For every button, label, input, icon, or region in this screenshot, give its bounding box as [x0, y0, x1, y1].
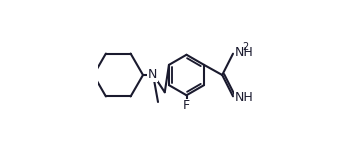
Text: NH: NH — [235, 91, 253, 104]
Text: N: N — [148, 69, 157, 81]
Text: NH: NH — [235, 46, 253, 59]
Text: F: F — [183, 99, 190, 112]
Text: 2: 2 — [242, 42, 248, 52]
